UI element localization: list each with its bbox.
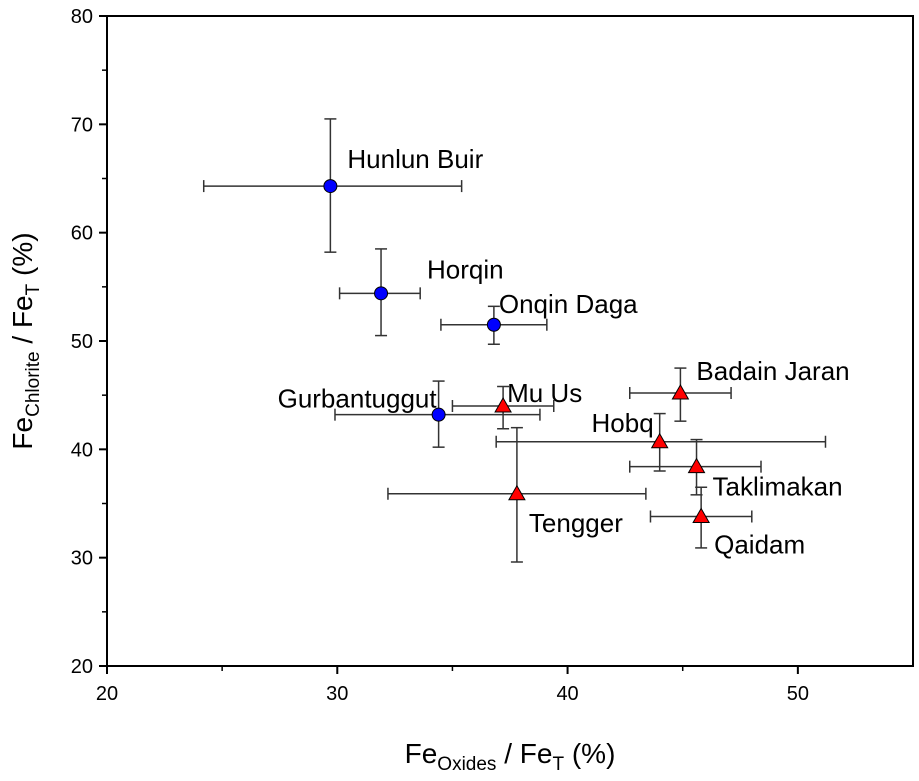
point-label: Tengger [529,508,623,538]
data-point-circle [374,286,389,301]
y-tick-label: 20 [71,656,93,678]
axis-label-text: / Fe [7,295,38,351]
x-tick-label: 50 [787,683,809,705]
axis-label-subscript: T [23,283,44,295]
point-label: Taklimakan [713,472,843,502]
axis-label-text: Fe [405,738,438,769]
axis-label-text: (%) [7,232,38,283]
point-label: Gurbantuggut [278,384,438,414]
data-point-triangle [650,432,669,449]
y-tick-label: 30 [71,548,93,570]
axis-label-text: (%) [564,738,615,769]
point-labels: Hunlun Buir Horqin Onqin Daga Gurbantuggut M… [278,144,850,559]
axis-label-subscript: Oxides [437,754,496,775]
y-tick-label: 40 [71,439,93,461]
plot-frame [106,15,914,667]
data-point-triangle [508,484,526,501]
point-label: Hobq [592,408,654,438]
axis-label-subscript: T [552,754,564,775]
x-axis-label: FeOxides / FeT (%) [405,738,616,775]
x-tick-label: 40 [556,683,578,705]
data-point-circle [431,407,446,422]
axis-label-text: / Fe [496,738,552,769]
y-tick-label: 70 [71,114,93,136]
data-point-triangle [671,383,690,400]
axis-label-text: Fe [7,417,38,450]
data-point-triangle [692,507,710,523]
y-tick-label: 60 [71,223,93,245]
x-tick-label: 20 [96,683,118,705]
y-tick-label: 50 [71,331,93,353]
data-point-circle [486,317,501,332]
point-label: Qaidam [714,530,805,560]
data-points [323,179,710,523]
axes: 20 30 40 50 20 30 40 50 60 70 80 [71,6,914,705]
axis-label-subscript: Chlorite [23,351,44,416]
point-label: Onqin Daga [499,289,638,319]
x-tick-label: 30 [326,683,348,705]
point-label: Horqin [427,254,504,284]
data-point-triangle [494,396,512,413]
y-tick-label: 80 [71,6,93,28]
point-label: Badain Jaran [696,356,849,386]
y-axis-label: FeChlorite / FeT (%) [7,232,44,449]
data-point-circle [323,179,338,194]
point-label: Mu Us [507,378,582,408]
point-label: Hunlun Buir [347,144,483,174]
data-point-triangle [687,457,706,474]
